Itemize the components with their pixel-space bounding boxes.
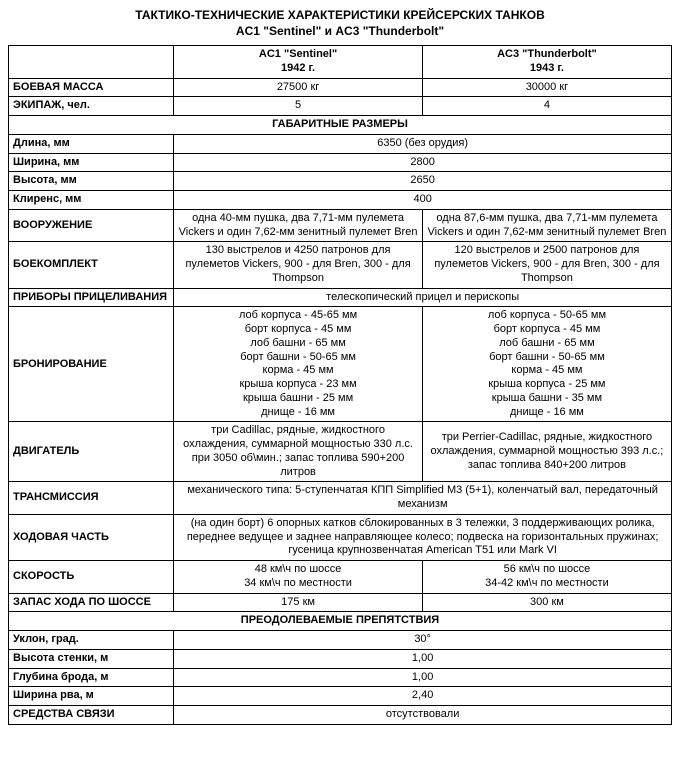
table-row: Длина, мм6350 (без орудия) <box>9 134 672 153</box>
col1-name: AC1 "Sentinel" <box>259 48 337 60</box>
page-title: ТАКТИКО-ТЕХНИЧЕСКИЕ ХАРАКТЕРИСТИКИ КРЕЙС… <box>8 8 672 39</box>
header-blank <box>9 46 174 79</box>
length-v: 6350 (без орудия) <box>174 134 672 153</box>
engine-v2: три Perrier-Cadillac, рядные, жидкостног… <box>422 422 671 482</box>
header-col2: AC3 "Thunderbolt" 1943 г. <box>422 46 671 79</box>
table-row: ДВИГАТЕЛЬтри Cadillac, рядные, жидкостно… <box>9 422 672 482</box>
col2-name: AC3 "Thunderbolt" <box>497 48 597 60</box>
width-v: 2800 <box>174 153 672 172</box>
table-row: ЭКИПАЖ, чел.54 <box>9 97 672 116</box>
dims-section: ГАБАРИТНЫЕ РАЗМЕРЫ <box>9 116 672 135</box>
trench-v: 2,40 <box>174 687 672 706</box>
table-row: ВООРУЖЕНИЕодна 40-мм пушка, два 7,71-мм … <box>9 209 672 242</box>
col1-year: 1942 г. <box>281 62 315 74</box>
range-v1: 175 км <box>174 593 423 612</box>
wall-v: 1,00 <box>174 649 672 668</box>
mass-v2: 30000 кг <box>422 78 671 97</box>
arm-v2: одна 87,6-мм пушка, два 7,71-мм пулемета… <box>422 209 671 242</box>
wall-label: Высота стенки, м <box>9 649 174 668</box>
table-row: ПРИБОРЫ ПРИЦЕЛИВАНИЯтелескопический приц… <box>9 288 672 307</box>
clearance-v: 400 <box>174 191 672 210</box>
section-row: ПРЕОДОЛЕВАЕМЫЕ ПРЕПЯТСТВИЯ <box>9 612 672 631</box>
table-row: ЗАПАС ХОДА ПО ШОССЕ175 км300 км <box>9 593 672 612</box>
speed-label: СКОРОСТЬ <box>9 561 174 594</box>
table-row: СРЕДСТВА СВЯЗИотсутствовали <box>9 706 672 725</box>
length-label: Длина, мм <box>9 134 174 153</box>
ford-label: Глубина брода, м <box>9 668 174 687</box>
armor-v2: лоб корпуса - 50-65 ммборт корпуса - 45 … <box>422 307 671 422</box>
table-header-row: AC1 "Sentinel" 1942 г. AC3 "Thunderbolt"… <box>9 46 672 79</box>
mass-label: БОЕВАЯ МАССА <box>9 78 174 97</box>
chassis-label: ХОДОВАЯ ЧАСТЬ <box>9 514 174 560</box>
ammo-v1: 130 выстрелов и 4250 патронов для пулеме… <box>174 242 423 288</box>
speed-v2: 56 км\ч по шоссе34-42 км\ч по местности <box>422 561 671 594</box>
range-v2: 300 км <box>422 593 671 612</box>
arm-label: ВООРУЖЕНИЕ <box>9 209 174 242</box>
width-label: Ширина, мм <box>9 153 174 172</box>
chassis-v: (на один борт) 6 опорных катков сблокиро… <box>174 514 672 560</box>
table-row: Клиренс, мм400 <box>9 191 672 210</box>
sight-v: телескопический прицел и перископы <box>174 288 672 307</box>
trans-v: механического типа: 5-ступенчатая КПП Si… <box>174 482 672 515</box>
crew-v2: 4 <box>422 97 671 116</box>
crew-v1: 5 <box>174 97 423 116</box>
table-row: БОЕКОМПЛЕКТ130 выстрелов и 4250 патронов… <box>9 242 672 288</box>
ford-v: 1,00 <box>174 668 672 687</box>
trench-label: Ширина рва, м <box>9 687 174 706</box>
mass-v1: 27500 кг <box>174 78 423 97</box>
ammo-label: БОЕКОМПЛЕКТ <box>9 242 174 288</box>
table-row: Ширина рва, м2,40 <box>9 687 672 706</box>
range-label: ЗАПАС ХОДА ПО ШОССЕ <box>9 593 174 612</box>
engine-v1: три Cadillac, рядные, жидкостного охлажд… <box>174 422 423 482</box>
armor-label: БРОНИРОВАНИЕ <box>9 307 174 422</box>
clearance-label: Клиренс, мм <box>9 191 174 210</box>
height-v: 2650 <box>174 172 672 191</box>
armor-v1: лоб корпуса - 45-65 ммборт корпуса - 45 … <box>174 307 423 422</box>
crew-label: ЭКИПАЖ, чел. <box>9 97 174 116</box>
trans-label: ТРАНСМИССИЯ <box>9 482 174 515</box>
comm-v: отсутствовали <box>174 706 672 725</box>
table-row: Высота стенки, м1,00 <box>9 649 672 668</box>
title-line1: ТАКТИКО-ТЕХНИЧЕСКИЕ ХАРАКТЕРИСТИКИ КРЕЙС… <box>135 8 544 22</box>
table-row: БРОНИРОВАНИЕлоб корпуса - 45-65 ммборт к… <box>9 307 672 422</box>
table-row: Ширина, мм2800 <box>9 153 672 172</box>
engine-label: ДВИГАТЕЛЬ <box>9 422 174 482</box>
title-line2: AC1 "Sentinel" и AC3 "Thunderbolt" <box>236 24 444 38</box>
header-col1: AC1 "Sentinel" 1942 г. <box>174 46 423 79</box>
section-row: ГАБАРИТНЫЕ РАЗМЕРЫ <box>9 116 672 135</box>
table-row: ТРАНСМИССИЯмеханического типа: 5-ступенч… <box>9 482 672 515</box>
arm-v1: одна 40-мм пушка, два 7,71-мм пулемета V… <box>174 209 423 242</box>
grade-label: Уклон, град. <box>9 631 174 650</box>
grade-v: 30° <box>174 631 672 650</box>
table-row: ХОДОВАЯ ЧАСТЬ(на один борт) 6 опорных ка… <box>9 514 672 560</box>
table-row: Высота, мм2650 <box>9 172 672 191</box>
speed-v1: 48 км\ч по шоссе34 км\ч по местности <box>174 561 423 594</box>
obst-section: ПРЕОДОЛЕВАЕМЫЕ ПРЕПЯТСТВИЯ <box>9 612 672 631</box>
col2-year: 1943 г. <box>530 62 564 74</box>
table-row: СКОРОСТЬ48 км\ч по шоссе34 км\ч по местн… <box>9 561 672 594</box>
sight-label: ПРИБОРЫ ПРИЦЕЛИВАНИЯ <box>9 288 174 307</box>
spec-table: AC1 "Sentinel" 1942 г. AC3 "Thunderbolt"… <box>8 45 672 725</box>
table-row: Глубина брода, м1,00 <box>9 668 672 687</box>
table-row: Уклон, град.30° <box>9 631 672 650</box>
comm-label: СРЕДСТВА СВЯЗИ <box>9 706 174 725</box>
table-row: БОЕВАЯ МАССА27500 кг30000 кг <box>9 78 672 97</box>
height-label: Высота, мм <box>9 172 174 191</box>
ammo-v2: 120 выстрелов и 2500 патронов для пулеме… <box>422 242 671 288</box>
